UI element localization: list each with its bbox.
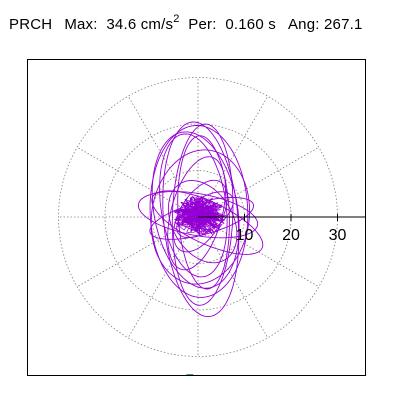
header-readout: PRCH Max: 34.6 cm/s2 Per: 0.160 s Ang: 267…: [9, 13, 363, 33]
grid-spoke-60: [197, 95, 269, 218]
trace-loop-7: [137, 191, 259, 239]
trace-loop-11: [173, 179, 228, 253]
plot-frame: 10 20 30: [27, 59, 366, 376]
trace-core: [173, 195, 227, 237]
grid-spoke-210: [76, 216, 199, 288]
trace-loop-8: [149, 197, 254, 240]
max-label: Max:: [64, 16, 98, 33]
particle-motion-trace: [137, 121, 264, 318]
station-code: PRCH: [9, 16, 53, 33]
period-label: Per:: [188, 16, 217, 33]
grid-spoke-120: [127, 95, 199, 218]
grid-spoke-150: [76, 146, 199, 218]
peak-marker: [186, 374, 194, 375]
trace-loop-0: [162, 121, 240, 318]
trace-loop-3: [151, 131, 240, 289]
trace-loop-1: [149, 124, 249, 298]
grid-spoke-330: [197, 216, 320, 288]
trace-loop-12: [159, 133, 228, 278]
period-value: 0.160 s: [225, 16, 276, 33]
trace-loop-2: [171, 123, 234, 306]
radial-tick-label-10: 10: [236, 227, 254, 244]
trace-loop-4: [150, 149, 251, 285]
radial-axis: 10 20 30: [198, 214, 365, 244]
radial-tick-label-30: 30: [329, 227, 347, 244]
max-value: 34.6 cm/s: [106, 16, 174, 33]
radial-tick-label-20: 20: [282, 227, 300, 244]
peak-marker-layer: [186, 374, 194, 375]
angle-value: 267.1: [324, 16, 363, 33]
trace-loop-6: [167, 156, 226, 271]
max-unit-exponent: 2: [173, 13, 180, 25]
grid-spoke-300: [197, 216, 269, 339]
grid-spoke-30: [197, 146, 320, 218]
polar-plot: 10 20 30: [58, 77, 365, 375]
angle-label: Ang:: [287, 16, 320, 33]
grid-spoke-240: [127, 216, 199, 339]
trace-loop-10: [167, 180, 238, 264]
trace-loop-9: [151, 190, 264, 255]
